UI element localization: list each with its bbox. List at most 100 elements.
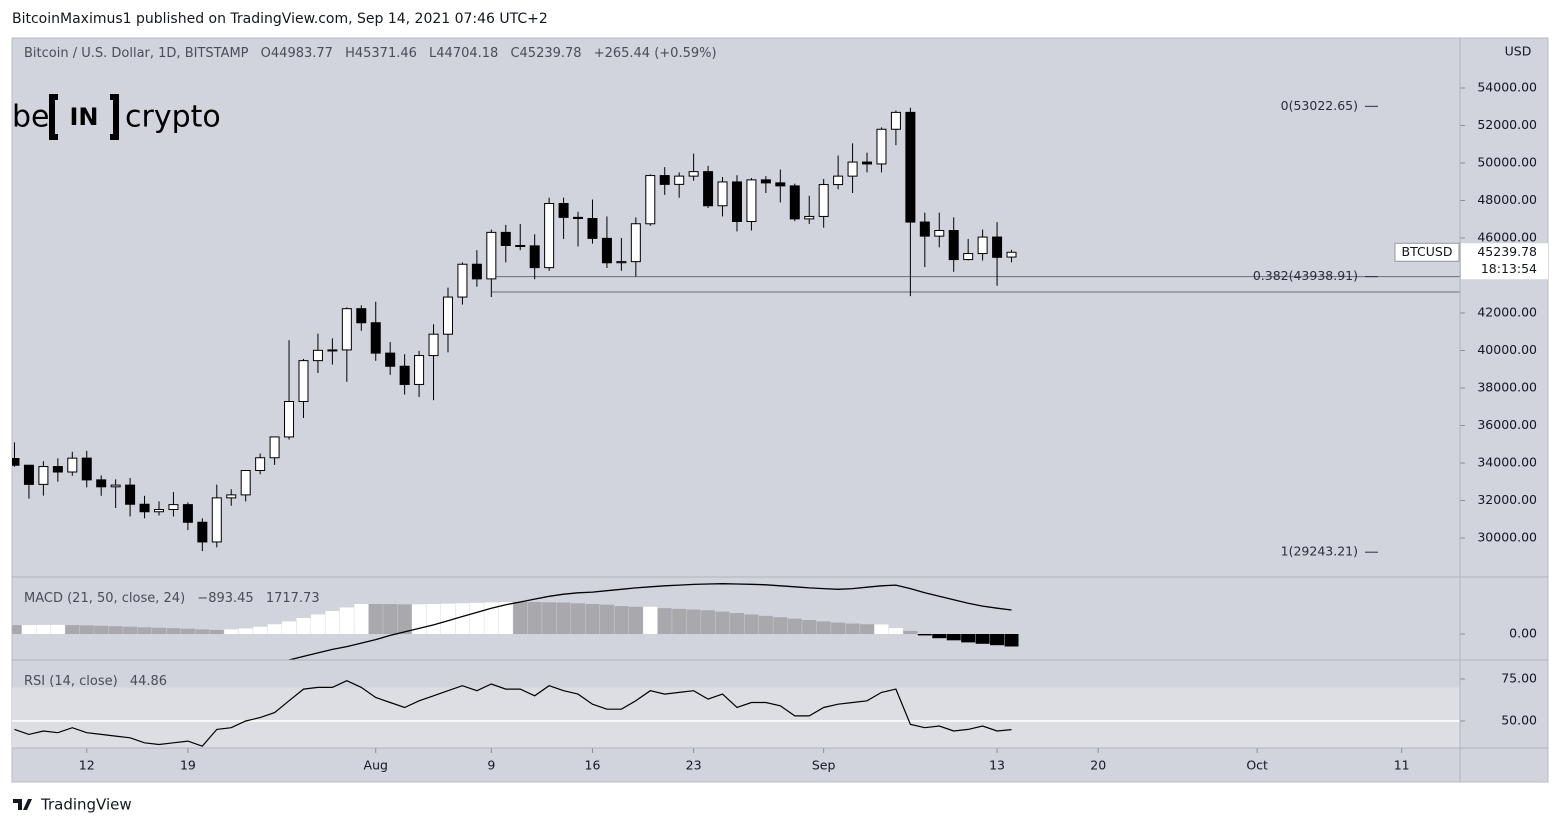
rsi-line — [14, 680, 1012, 747]
macd-line — [287, 583, 1012, 660]
histogram-bar — [325, 610, 340, 635]
macd-pane — [12, 583, 1019, 660]
candle-body — [703, 171, 714, 207]
candle-body — [255, 457, 266, 472]
histogram-bar — [21, 625, 36, 635]
candle-body — [52, 466, 63, 473]
histogram-bar — [614, 606, 629, 635]
candle-body — [746, 179, 757, 223]
candle-body — [125, 484, 136, 505]
candle-body — [688, 171, 699, 177]
histogram-bar — [310, 614, 325, 635]
histogram-bar — [151, 627, 166, 635]
histogram-bar — [209, 629, 224, 635]
histogram-bar — [643, 606, 658, 635]
tv-icon — [13, 799, 32, 810]
candle-body — [977, 236, 988, 255]
histogram-bar — [253, 626, 268, 635]
candle-body — [963, 253, 974, 261]
candle-body — [312, 349, 323, 362]
rsi-band — [12, 687, 1460, 748]
histogram-bar — [426, 603, 441, 635]
histogram-bar — [672, 608, 687, 635]
histogram-bar — [339, 607, 354, 635]
candle-body — [905, 111, 916, 223]
candle-body — [847, 161, 858, 177]
histogram-bar — [36, 624, 51, 635]
logo-bracket — [49, 94, 119, 140]
legend-change: +265.44 (+0.59%) — [594, 46, 717, 61]
histogram-bar — [50, 624, 65, 635]
legend-value: 44704.18 — [436, 46, 498, 61]
histogram-bar — [990, 634, 1005, 646]
y-tick-label: 40000.00 — [1477, 342, 1537, 357]
histogram-bar — [657, 608, 672, 635]
y-tick-label: 50.00 — [1501, 712, 1537, 727]
candle-body — [38, 466, 49, 485]
candle-body — [226, 494, 237, 499]
histogram-bar — [354, 603, 369, 635]
histogram-bar — [831, 622, 846, 635]
histogram-bar — [975, 634, 990, 644]
histogram-bar — [701, 610, 716, 635]
candle-body — [992, 236, 1003, 258]
candle-body — [139, 503, 150, 513]
symbol-tag: BTCUSD — [1402, 244, 1453, 259]
y-tick-label: 50000.00 — [1477, 155, 1537, 170]
price-tag-box — [1461, 243, 1548, 280]
candle-body — [182, 504, 193, 523]
y-tick-label: 34000.00 — [1477, 455, 1537, 470]
candle-body — [240, 470, 251, 496]
candle-body — [775, 182, 786, 187]
candle-body — [269, 436, 280, 459]
price-tag: 45239.78 — [1477, 244, 1537, 259]
candle-body — [515, 245, 526, 248]
candle-body — [81, 457, 92, 481]
chart-area — [11, 37, 1549, 783]
x-tick-label: Oct — [1246, 758, 1268, 773]
histogram-bar — [686, 609, 701, 635]
fib-label: 0(53022.65) — [1281, 98, 1358, 113]
y-tick-label: 30000.00 — [1477, 530, 1537, 545]
y-tick-label: 0.00 — [1509, 626, 1537, 641]
legend-title: Bitcoin / U.S. Dollar, 1D, BITSTAMP — [24, 46, 249, 61]
histogram-bar — [224, 629, 239, 635]
candle-body — [601, 237, 612, 264]
histogram-bar — [556, 602, 571, 635]
legend-label: C — [510, 46, 519, 61]
histogram-bar — [845, 623, 860, 635]
candle-body — [544, 203, 555, 269]
candle-body — [890, 111, 901, 130]
candle-body — [674, 175, 685, 185]
candle-body — [934, 230, 945, 237]
histogram-bar — [65, 625, 80, 635]
y-tick-label: 75.00 — [1501, 670, 1537, 685]
candle-body — [471, 263, 482, 280]
x-tick-label: 20 — [1090, 758, 1106, 773]
histogram-bar — [744, 614, 759, 635]
candle-body — [399, 365, 410, 385]
rsi-legend: RSI (14, close) 44.86 — [24, 674, 167, 689]
histogram-bar — [368, 603, 383, 635]
candle-body — [731, 181, 742, 223]
legend-value: 45371.46 — [355, 46, 417, 61]
histogram-bar — [12, 625, 22, 635]
histogram-bar — [542, 602, 557, 635]
histogram-bar — [860, 624, 875, 635]
candle-body — [414, 355, 425, 385]
candle-body — [833, 175, 844, 186]
candle-body — [630, 223, 641, 263]
logo: be IN crypto — [12, 94, 221, 140]
candle-body — [558, 203, 569, 218]
candle-body — [23, 464, 34, 485]
histogram-bar — [773, 617, 788, 635]
histogram-bar — [180, 628, 195, 635]
candle-body — [153, 509, 164, 513]
histogram-bar — [961, 634, 976, 643]
legend-value: 44.86 — [130, 674, 167, 689]
symbol-tag-box — [1394, 242, 1460, 262]
histogram-bar — [787, 618, 802, 635]
histogram-bar — [79, 625, 94, 635]
price-legend: Bitcoin / U.S. Dollar, 1D, BITSTAMP O449… — [24, 46, 717, 61]
price-pane: 0(53022.65) 0.382(43938.91) 1(29243.21) — [12, 98, 1460, 559]
